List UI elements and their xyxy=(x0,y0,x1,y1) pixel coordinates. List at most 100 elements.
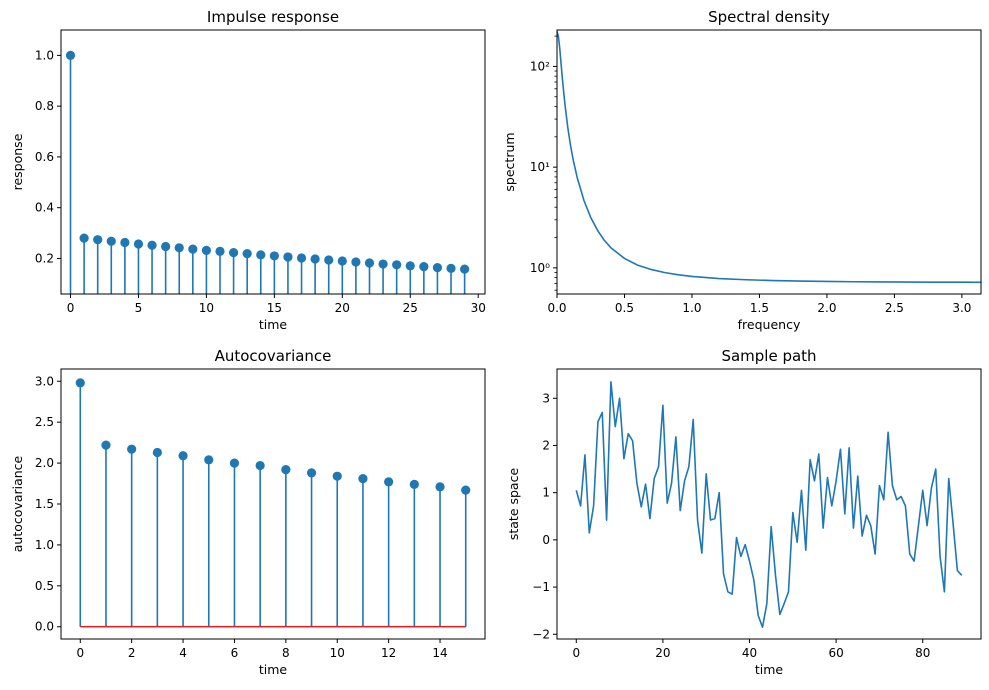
stem-marker xyxy=(147,240,157,250)
y-tick-label: 10⁰ xyxy=(530,261,550,275)
stem-marker xyxy=(204,455,214,465)
impulse-response-panel: 0 5 10 15 20 25 30 0.2 0.4 0.6 0.8 1.0 Impulse respo… xyxy=(10,8,486,332)
stem-marker xyxy=(120,237,130,248)
x-tick-label: 15 xyxy=(267,301,282,315)
x-tick-label: 0 xyxy=(67,301,75,315)
y-tick-label: 2.5 xyxy=(35,415,54,429)
x-axis-label: time xyxy=(755,662,784,677)
x-tick-label: 5 xyxy=(135,301,143,315)
x-tick-label: 10 xyxy=(199,301,214,315)
y-tick-label: 1.0 xyxy=(35,48,54,62)
stem-marker xyxy=(65,50,76,60)
axes-frame xyxy=(556,368,982,640)
x-tick-label: 20 xyxy=(335,301,350,315)
y-tick-label: 3 xyxy=(542,391,550,405)
chart-title: Spectral density xyxy=(708,8,830,26)
stem-marker xyxy=(242,249,252,259)
stem-marker xyxy=(337,256,347,266)
x-tick-label: 2.0 xyxy=(817,301,836,315)
y-tick-label: 1 xyxy=(542,486,550,500)
y-tick-label: 0.6 xyxy=(35,150,54,164)
y-tick-label: 1.0 xyxy=(35,538,54,552)
stem-marker xyxy=(392,260,402,270)
x-tick-label: 40 xyxy=(742,646,757,660)
axes-frame xyxy=(556,29,982,295)
stem-marker xyxy=(460,264,470,274)
y-tick-label: 1.5 xyxy=(35,497,54,511)
stem-marker xyxy=(174,243,184,253)
y-axis-label: response xyxy=(10,133,25,190)
x-tick-label: 8 xyxy=(282,646,290,660)
x-tick-label: 30 xyxy=(471,301,486,315)
y-tick-label: 0.4 xyxy=(35,201,54,215)
series-line xyxy=(575,380,963,629)
x-tick-label: 0 xyxy=(572,646,580,660)
y-tick-label: −2 xyxy=(532,627,550,641)
stem-marker xyxy=(201,245,212,255)
stem-marker xyxy=(435,482,445,492)
stem-marker xyxy=(351,257,361,267)
stem-marker xyxy=(133,239,144,249)
autocovariance-panel: 0 2 4 6 8 10 12 14 0.0 0.5 1.0 1.5 2.0 2.5 3.0 Autocova… xyxy=(10,347,486,677)
stem-marker xyxy=(127,444,137,454)
stem-marker xyxy=(378,259,388,269)
series-line xyxy=(557,31,981,284)
stem-marker xyxy=(283,252,293,262)
spectral-density-panel: 0.0 0.5 1.0 1.5 2.0 2.5 3.0 10⁰ 10¹ 10² Spectral d… xyxy=(502,8,982,332)
y-tick-label: 10¹ xyxy=(530,160,550,174)
stem-marker xyxy=(178,451,188,461)
stem-marker xyxy=(106,236,116,246)
x-tick-label: 12 xyxy=(381,646,396,660)
x-tick-label: 60 xyxy=(828,646,843,660)
stem-marker xyxy=(306,468,317,478)
y-tick-label: 0 xyxy=(542,533,550,547)
x-tick-label: 80 xyxy=(915,646,930,660)
y-axis-label: spectrum xyxy=(502,132,517,191)
stem-marker xyxy=(446,263,456,273)
stem-marker xyxy=(332,471,342,481)
x-tick-label: 4 xyxy=(179,646,187,660)
stem-marker xyxy=(79,233,89,243)
x-axis-label: frequency xyxy=(738,317,801,332)
y-tick-label: 0.2 xyxy=(35,251,54,265)
x-tick-label: 2 xyxy=(128,646,136,660)
stem-marker xyxy=(256,250,266,260)
stem-marker xyxy=(161,241,171,252)
stem-marker xyxy=(229,458,240,468)
y-tick-label: 0.5 xyxy=(35,579,54,593)
stem-marker xyxy=(75,378,85,388)
chart-title: Sample path xyxy=(721,347,816,365)
x-tick-label: 0.5 xyxy=(615,301,634,315)
stem-marker xyxy=(364,258,375,268)
y-tick-label: 0.8 xyxy=(35,99,54,113)
axes-frame xyxy=(60,29,486,295)
x-axis-label: time xyxy=(259,317,288,332)
x-tick-label: 20 xyxy=(655,646,670,660)
stem-marker xyxy=(215,246,225,256)
plot-area xyxy=(575,380,963,629)
x-tick-label: 25 xyxy=(403,301,418,315)
stem-marker xyxy=(405,261,415,271)
chart-title: Autocovariance xyxy=(215,347,332,365)
sample-path-panel: 0 20 40 60 80 −2 −1 0 1 2 3 Sample path time state sp… xyxy=(506,347,982,677)
x-tick-label: 6 xyxy=(231,646,239,660)
x-axis-label: time xyxy=(259,662,288,677)
stem-marker xyxy=(409,479,419,489)
y-axis-label: state space xyxy=(506,468,521,541)
stem-marker xyxy=(255,460,265,471)
stem-marker xyxy=(188,244,198,254)
stem-marker xyxy=(281,465,291,475)
stem-marker xyxy=(101,440,111,450)
stem-marker xyxy=(310,254,320,264)
y-tick-label: 2 xyxy=(542,438,550,452)
stem-marker xyxy=(324,255,334,265)
x-tick-label: 1.5 xyxy=(750,301,769,315)
chart-title: Impulse response xyxy=(207,8,339,26)
stem-marker xyxy=(384,477,394,487)
x-tick-label: 1.0 xyxy=(682,301,701,315)
stem-marker xyxy=(228,248,239,258)
y-tick-label: −1 xyxy=(532,580,550,594)
y-tick-label: 10² xyxy=(530,59,550,73)
